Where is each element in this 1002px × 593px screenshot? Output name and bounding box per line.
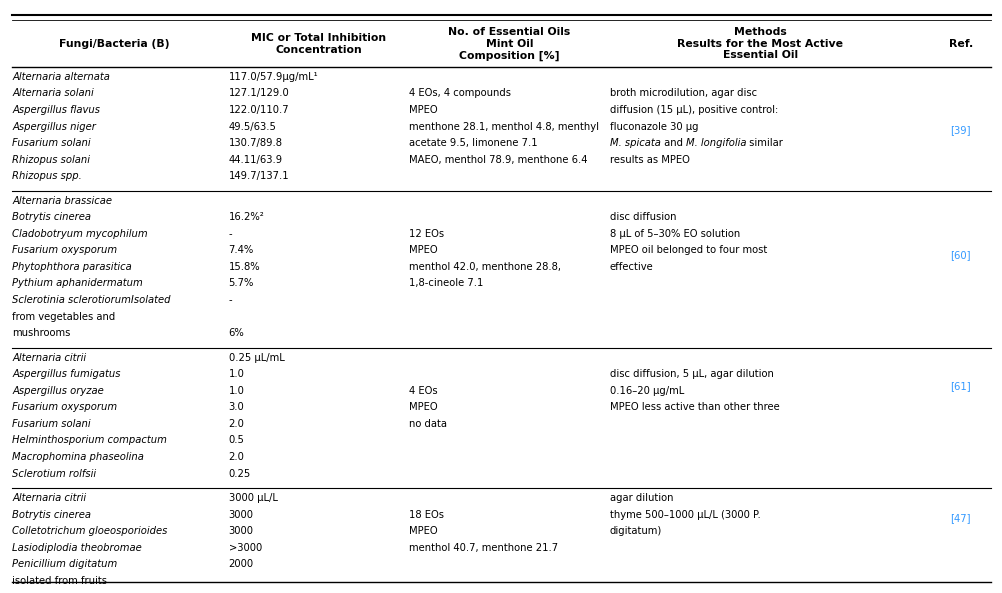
Text: 1,8-cineole 7.1: 1,8-cineole 7.1	[409, 279, 483, 288]
Text: Phytophthora parasitica: Phytophthora parasitica	[12, 262, 131, 272]
Text: 4 EOs, 4 compounds: 4 EOs, 4 compounds	[409, 88, 511, 98]
Text: 130.7/89.8: 130.7/89.8	[228, 138, 283, 148]
Text: Lasiodiplodia theobromae: Lasiodiplodia theobromae	[12, 543, 141, 553]
Text: 0.5: 0.5	[228, 435, 244, 445]
Text: 1.0: 1.0	[228, 385, 244, 396]
Text: disc diffusion, 5 μL, agar dilution: disc diffusion, 5 μL, agar dilution	[609, 369, 773, 379]
Text: Cladobotryum mycophilum: Cladobotryum mycophilum	[12, 229, 147, 239]
Text: diffusion (15 μL), positive control:: diffusion (15 μL), positive control:	[609, 105, 778, 115]
Text: 117.0/57.9μg/mL¹: 117.0/57.9μg/mL¹	[228, 72, 318, 82]
Text: 0.25: 0.25	[228, 468, 250, 479]
Text: Penicillium digitatum: Penicillium digitatum	[12, 559, 117, 569]
Text: disc diffusion: disc diffusion	[609, 212, 675, 222]
Text: 44.11/63.9: 44.11/63.9	[228, 155, 283, 165]
Text: effective: effective	[609, 262, 653, 272]
Text: Methods
Results for the Most Active
Essential Oil: Methods Results for the Most Active Esse…	[676, 27, 843, 60]
Text: Sclerotium rolfsii: Sclerotium rolfsii	[12, 468, 96, 479]
Text: Colletotrichum gloeosporioides: Colletotrichum gloeosporioides	[12, 526, 167, 536]
Text: MIC or Total Inhibition
Concentration: MIC or Total Inhibition Concentration	[252, 33, 386, 55]
Text: mushrooms: mushrooms	[12, 329, 70, 338]
Text: Botrytis cinerea: Botrytis cinerea	[12, 212, 91, 222]
Text: [47]: [47]	[950, 513, 970, 523]
Text: Aspergillus oryzae: Aspergillus oryzae	[12, 385, 103, 396]
Text: MPEO: MPEO	[409, 105, 438, 115]
Text: Fusarium solani: Fusarium solani	[12, 419, 90, 429]
Text: 6%: 6%	[228, 329, 244, 338]
Text: -: -	[228, 229, 232, 239]
Text: 127.1/129.0: 127.1/129.0	[228, 88, 290, 98]
Text: MAEO, menthol 78.9, menthone 6.4: MAEO, menthol 78.9, menthone 6.4	[409, 155, 587, 165]
Text: agar dilution: agar dilution	[609, 493, 672, 503]
Text: 1.0: 1.0	[228, 369, 244, 379]
Text: from vegetables and: from vegetables and	[12, 312, 115, 321]
Text: Helminthosporium compactum: Helminthosporium compactum	[12, 435, 166, 445]
Text: menthol 40.7, menthone 21.7: menthol 40.7, menthone 21.7	[409, 543, 558, 553]
Text: Alternaria citrii: Alternaria citrii	[12, 493, 86, 503]
Text: 0.16–20 μg/mL: 0.16–20 μg/mL	[609, 385, 683, 396]
Text: Pythium aphanidermatum: Pythium aphanidermatum	[12, 279, 142, 288]
Text: Aspergillus flavus: Aspergillus flavus	[12, 105, 100, 115]
Text: broth microdilution, agar disc: broth microdilution, agar disc	[609, 88, 757, 98]
Text: Fusarium solani: Fusarium solani	[12, 138, 90, 148]
Text: 2.0: 2.0	[228, 452, 244, 462]
Text: 3.0: 3.0	[228, 402, 244, 412]
Text: 2000: 2000	[228, 559, 254, 569]
Text: 5.7%: 5.7%	[228, 279, 254, 288]
Text: 8 μL of 5–30% EO solution: 8 μL of 5–30% EO solution	[609, 229, 739, 239]
Text: 149.7/137.1: 149.7/137.1	[228, 171, 289, 181]
Text: Fungi/Bacteria (B): Fungi/Bacteria (B)	[59, 39, 169, 49]
Text: acetate 9.5, limonene 7.1: acetate 9.5, limonene 7.1	[409, 138, 537, 148]
Text: 2.0: 2.0	[228, 419, 244, 429]
Text: Aspergillus fumigatus: Aspergillus fumigatus	[12, 369, 120, 379]
Text: Macrophomina phaseolina: Macrophomina phaseolina	[12, 452, 143, 462]
Text: Sclerotinia sclerotiorumIsolated: Sclerotinia sclerotiorumIsolated	[12, 295, 170, 305]
Text: and: and	[660, 138, 685, 148]
Text: 7.4%: 7.4%	[228, 246, 254, 256]
Text: [60]: [60]	[950, 250, 970, 260]
Text: 4 EOs: 4 EOs	[409, 385, 438, 396]
Text: 122.0/110.7: 122.0/110.7	[228, 105, 289, 115]
Text: similar: similar	[745, 138, 783, 148]
Text: no data: no data	[409, 419, 447, 429]
Text: Alternaria solani: Alternaria solani	[12, 88, 94, 98]
Text: Ref.: Ref.	[948, 39, 972, 49]
Text: menthone 28.1, menthol 4.8, menthyl: menthone 28.1, menthol 4.8, menthyl	[409, 122, 598, 132]
Text: 15.8%: 15.8%	[228, 262, 261, 272]
Text: menthol 42.0, menthone 28.8,: menthol 42.0, menthone 28.8,	[409, 262, 561, 272]
Text: Alternaria brassicae: Alternaria brassicae	[12, 196, 112, 206]
Text: 3000: 3000	[228, 509, 254, 519]
Text: Fusarium oxysporum: Fusarium oxysporum	[12, 402, 117, 412]
Text: Alternaria alternata: Alternaria alternata	[12, 72, 110, 82]
Text: 12 EOs: 12 EOs	[409, 229, 444, 239]
Text: thyme 500–1000 μL/L (3000 P.: thyme 500–1000 μL/L (3000 P.	[609, 509, 760, 519]
Text: isolated from fruits: isolated from fruits	[12, 576, 107, 586]
Text: 0.25 μL/mL: 0.25 μL/mL	[228, 352, 285, 362]
Text: >3000: >3000	[228, 543, 262, 553]
Text: Rhizopus solani: Rhizopus solani	[12, 155, 90, 165]
Text: MPEO: MPEO	[409, 526, 438, 536]
Text: Alternaria citrii: Alternaria citrii	[12, 352, 86, 362]
Text: [39]: [39]	[950, 125, 970, 135]
Text: M. longifolia: M. longifolia	[685, 138, 745, 148]
Text: Botrytis cinerea: Botrytis cinerea	[12, 509, 91, 519]
Text: fluconazole 30 μg: fluconazole 30 μg	[609, 122, 697, 132]
Text: digitatum): digitatum)	[609, 526, 661, 536]
Text: No. of Essential Oils
Mint Oil
Composition [%]: No. of Essential Oils Mint Oil Compositi…	[448, 27, 570, 60]
Text: M. spicata: M. spicata	[609, 138, 660, 148]
Text: 49.5/63.5: 49.5/63.5	[228, 122, 277, 132]
Text: 18 EOs: 18 EOs	[409, 509, 444, 519]
Text: Fusarium oxysporum: Fusarium oxysporum	[12, 246, 117, 256]
Text: Aspergillus niger: Aspergillus niger	[12, 122, 96, 132]
Text: results as MPEO: results as MPEO	[609, 155, 689, 165]
Text: [61]: [61]	[950, 381, 970, 391]
Text: -: -	[228, 295, 232, 305]
Text: MPEO oil belonged to four most: MPEO oil belonged to four most	[609, 246, 767, 256]
Text: Rhizopus spp.: Rhizopus spp.	[12, 171, 82, 181]
Text: 16.2%²: 16.2%²	[228, 212, 265, 222]
Text: MPEO: MPEO	[409, 246, 438, 256]
Text: MPEO less active than other three: MPEO less active than other three	[609, 402, 779, 412]
Text: 3000: 3000	[228, 526, 254, 536]
Text: MPEO: MPEO	[409, 402, 438, 412]
Text: 3000 μL/L: 3000 μL/L	[228, 493, 278, 503]
